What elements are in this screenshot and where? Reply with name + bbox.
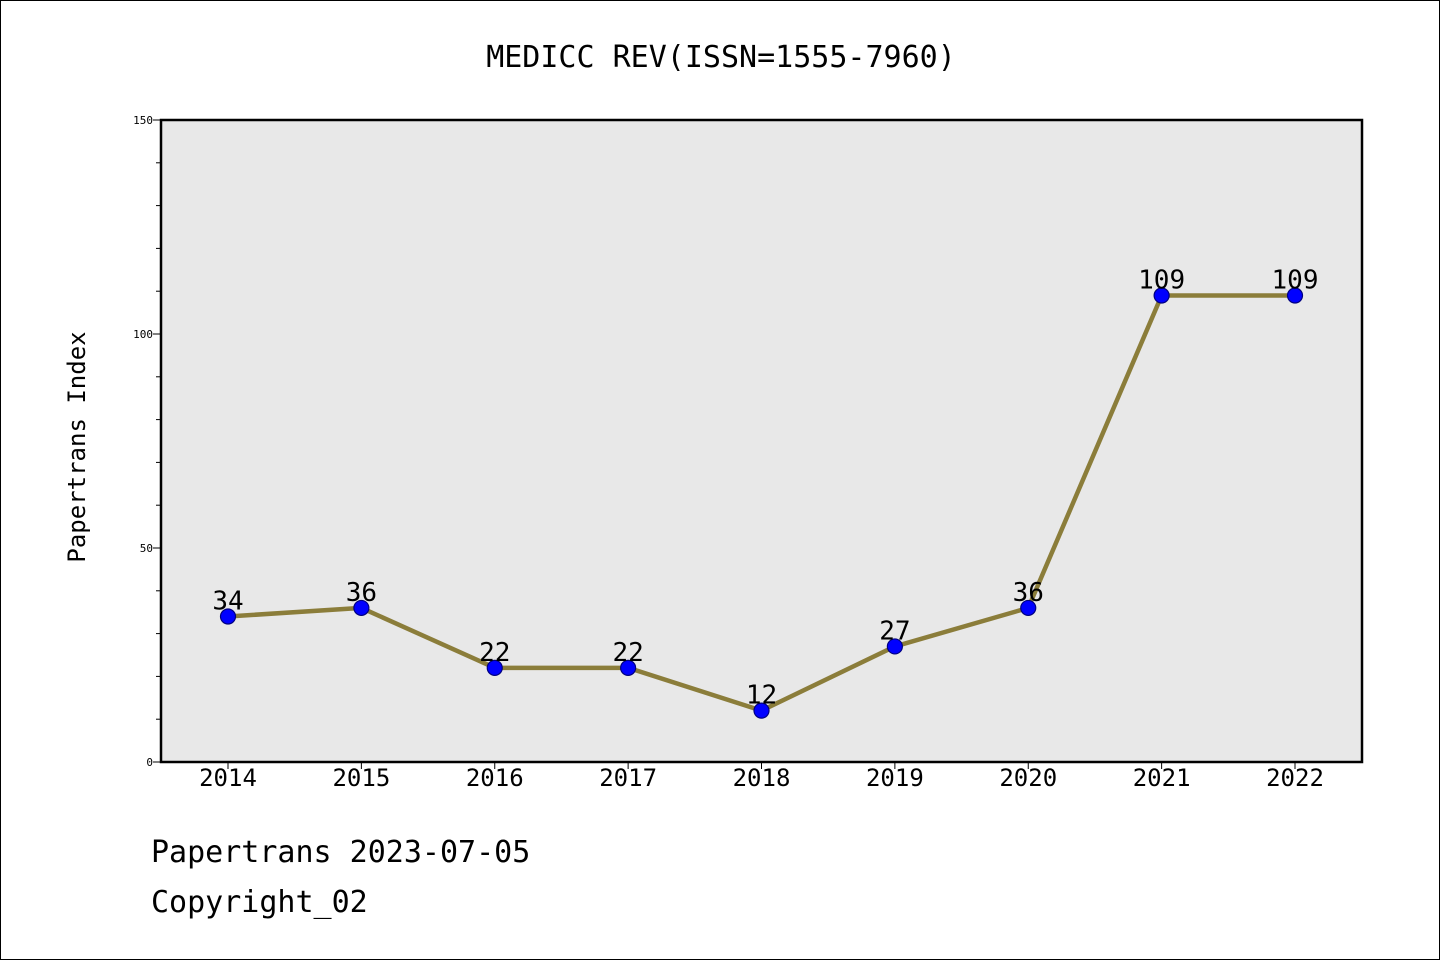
y-tick-label: 50 xyxy=(140,542,153,555)
data-labels-group: 34 36 22 22 12 27 36 109 109 xyxy=(212,265,1318,710)
x-tick-label: 2017 xyxy=(599,764,657,792)
chart-title: MEDICC REV(ISSN=1555-7960) xyxy=(486,40,956,75)
x-tick-label: 2018 xyxy=(733,764,791,792)
data-point xyxy=(486,659,503,676)
x-tick-label: 2016 xyxy=(466,764,524,792)
data-label: 34 xyxy=(212,586,243,616)
y-axis-ticks: 0 50 100 150 xyxy=(133,114,161,769)
x-tick-label: 2022 xyxy=(1266,764,1324,792)
footer-copyright: Copyright_02 xyxy=(151,885,368,920)
x-tick-label: 2020 xyxy=(999,764,1057,792)
data-label: 22 xyxy=(479,638,510,668)
data-label: 109 xyxy=(1272,265,1319,295)
data-label: 27 xyxy=(879,616,910,646)
data-point xyxy=(353,599,370,617)
data-point xyxy=(219,608,237,625)
data-label: 22 xyxy=(612,638,643,668)
x-tick-label: 2019 xyxy=(866,764,924,792)
data-point xyxy=(753,702,770,719)
data-point xyxy=(620,659,637,676)
data-points-group xyxy=(219,287,1304,719)
x-tick-label: 2021 xyxy=(1133,764,1191,792)
plot-area xyxy=(159,118,1364,764)
data-label: 12 xyxy=(746,681,777,711)
data-label: 36 xyxy=(1013,578,1044,608)
y-tick-label: 150 xyxy=(133,114,153,127)
footer-date: Papertrans 2023-07-05 xyxy=(151,835,531,870)
y-axis-label: Papertrans Index xyxy=(63,331,91,562)
x-tick-label: 2015 xyxy=(332,764,390,792)
y-tick-label: 100 xyxy=(133,328,153,341)
data-point xyxy=(1020,599,1037,617)
data-point xyxy=(1286,287,1304,304)
data-label: 109 xyxy=(1138,265,1185,295)
data-point xyxy=(886,638,903,655)
y-tick-label: 0 xyxy=(146,756,153,769)
data-label: 36 xyxy=(346,578,377,608)
x-tick-label: 2014 xyxy=(199,764,257,792)
data-point xyxy=(1153,287,1170,304)
x-axis-ticks: 2014 2015 2016 2017 2018 2019 2020 2021 2022 xyxy=(199,762,1324,792)
